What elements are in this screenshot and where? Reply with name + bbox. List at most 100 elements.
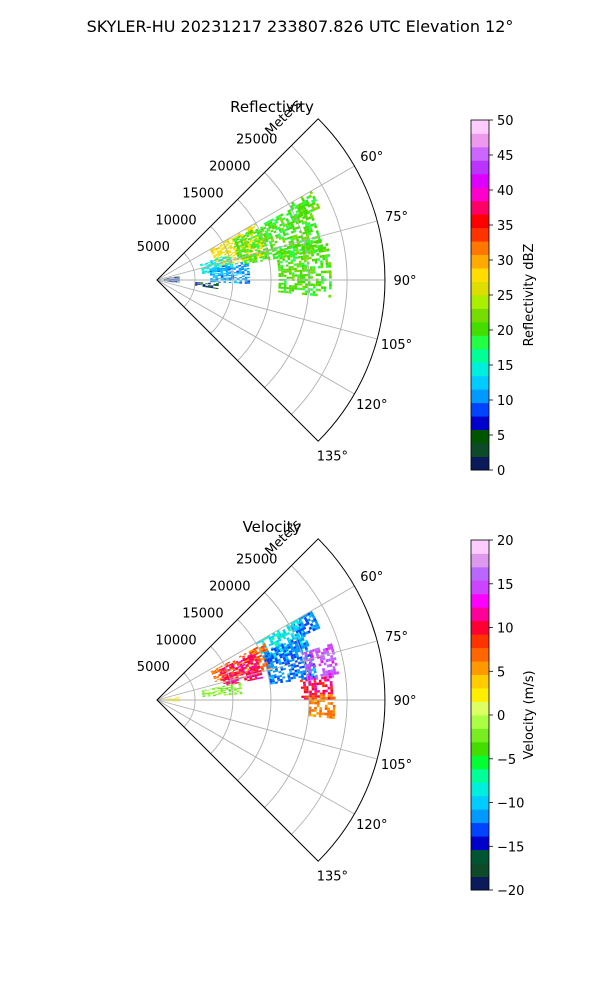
echo-cell — [318, 663, 322, 667]
echo-cell — [260, 241, 264, 245]
echo-cell — [314, 206, 319, 211]
echo-cell — [238, 264, 241, 267]
echo-cell — [246, 248, 250, 251]
echo-cell — [205, 283, 209, 285]
echo-cell — [225, 268, 228, 270]
echo-cell — [216, 264, 220, 267]
echo-cell — [254, 658, 258, 662]
echo-cell — [213, 283, 217, 285]
echo-cell — [282, 231, 286, 235]
echo-cell — [227, 268, 231, 270]
echo-cell — [275, 661, 279, 664]
echo-cell — [282, 647, 286, 651]
colorbar-swatch — [471, 429, 489, 444]
echo-cell — [221, 674, 225, 677]
echo-cell — [314, 706, 317, 710]
echo-cell — [287, 645, 291, 649]
echo-cell — [207, 286, 211, 288]
echo-cell — [215, 280, 219, 282]
echo-cell — [234, 674, 238, 677]
echo-cell — [200, 264, 204, 267]
echo-cell — [240, 261, 244, 264]
echo-cell — [276, 217, 280, 221]
echo-cell — [243, 658, 247, 662]
echo-cell — [311, 683, 314, 686]
echo-cell — [212, 254, 216, 257]
azimuth-spoke — [156, 640, 378, 701]
echo-cell — [280, 270, 284, 274]
echo-cell — [177, 277, 180, 278]
echo-cell — [244, 268, 247, 270]
echo-cell — [232, 247, 236, 250]
echo-cell — [228, 281, 232, 284]
echo-cell — [219, 263, 222, 265]
echo-cell — [304, 230, 308, 234]
echo-cell — [276, 677, 280, 680]
echo-cell — [300, 675, 304, 678]
echo-cell — [278, 284, 282, 287]
echo-cell — [248, 650, 252, 653]
echo-cell — [212, 691, 216, 693]
echo-cell — [282, 217, 286, 221]
echo-cell — [229, 245, 233, 249]
echo-cell — [229, 675, 233, 678]
echo-cell — [326, 650, 330, 654]
echo-cell — [244, 667, 248, 670]
echo-cell — [295, 632, 300, 636]
echo-cell — [218, 673, 221, 676]
echo-cell — [171, 277, 175, 279]
echo-cell — [290, 246, 294, 249]
colorbar-swatch — [471, 254, 489, 269]
echo-cell — [269, 242, 273, 246]
echo-cell — [218, 259, 221, 261]
echo-cell — [212, 280, 216, 282]
echo-cell — [249, 249, 253, 252]
echo-cell — [236, 245, 240, 249]
echo-cell — [314, 245, 318, 249]
echo-cell — [215, 274, 218, 276]
echo-cell — [253, 655, 257, 659]
echo-cell — [308, 701, 312, 705]
echo-cell — [177, 281, 180, 282]
echo-cell — [281, 652, 285, 656]
colorbar-swatch — [471, 674, 489, 689]
echo-cell — [222, 669, 225, 672]
echo-cell — [235, 676, 239, 679]
echo-cell — [215, 247, 219, 250]
echo-cell — [219, 671, 223, 674]
echo-cell — [259, 243, 263, 246]
echo-cell — [209, 271, 213, 273]
echo-cell — [267, 229, 271, 232]
echo-cell — [245, 240, 249, 243]
echo-cell — [312, 615, 316, 620]
echo-cell — [264, 255, 268, 258]
echo-cell — [318, 679, 322, 683]
echo-cell — [252, 678, 256, 681]
echo-cell — [333, 671, 337, 675]
echo-cell — [309, 693, 312, 696]
echo-cell — [257, 677, 261, 680]
echo-cell — [305, 233, 309, 237]
echo-cell — [261, 255, 265, 258]
echo-cell — [300, 686, 304, 689]
echo-cell — [277, 233, 281, 237]
echo-cell — [219, 265, 223, 267]
echo-cell — [288, 240, 292, 244]
echo-cell — [324, 704, 328, 708]
echo-cell — [227, 668, 231, 671]
echo-cell — [166, 698, 170, 699]
azimuth-tick-label: 120° — [356, 398, 387, 413]
echo-cell — [326, 270, 329, 274]
azimuth-tick-label: 60° — [360, 150, 383, 165]
echo-cell — [210, 692, 213, 694]
echo-cell — [245, 233, 249, 236]
echo-cell — [322, 689, 326, 693]
echo-cell — [239, 691, 243, 694]
echo-cell — [216, 285, 219, 287]
colorbar-swatch — [471, 688, 489, 702]
radar-panel-reflectivity: Reflectivity50001000015000200002500060°7… — [137, 97, 537, 479]
echo-cell — [271, 239, 275, 243]
echo-cell — [267, 661, 271, 665]
echo-cell — [217, 666, 221, 669]
echo-cell — [227, 241, 230, 244]
